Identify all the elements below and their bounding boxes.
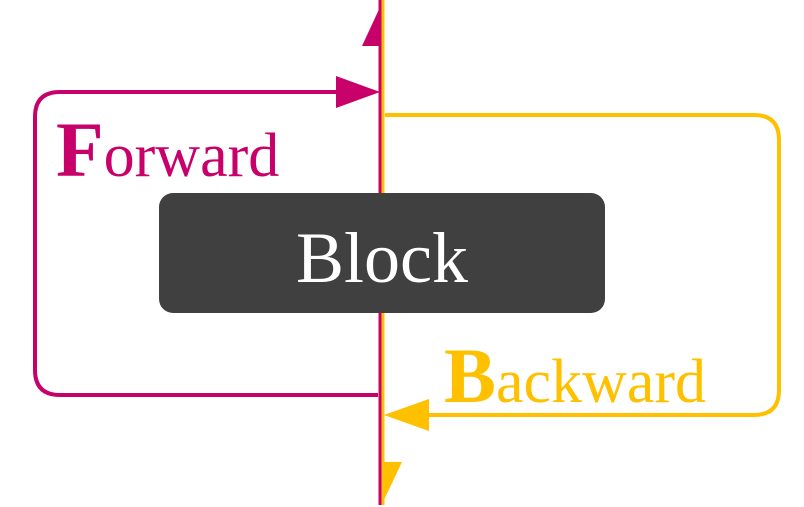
block-label: Block [296, 218, 468, 298]
forward-label-initial: F [56, 106, 104, 193]
backward-label-rest: ackward [496, 348, 706, 416]
backward-left-arrowhead [384, 399, 429, 431]
forward-label-rest: orward [104, 122, 280, 190]
forward-loop-path [33, 90, 378, 397]
backward-loop-path [385, 113, 781, 417]
forward-up-arrowhead [362, 5, 381, 46]
block-box [159, 193, 605, 313]
backward-down-arrowhead [383, 462, 402, 502]
backward-label-initial: B [444, 332, 496, 419]
forward-label: Forward [56, 106, 279, 193]
forward-right-arrowhead [336, 76, 380, 108]
backward-label: Backward [444, 332, 706, 419]
